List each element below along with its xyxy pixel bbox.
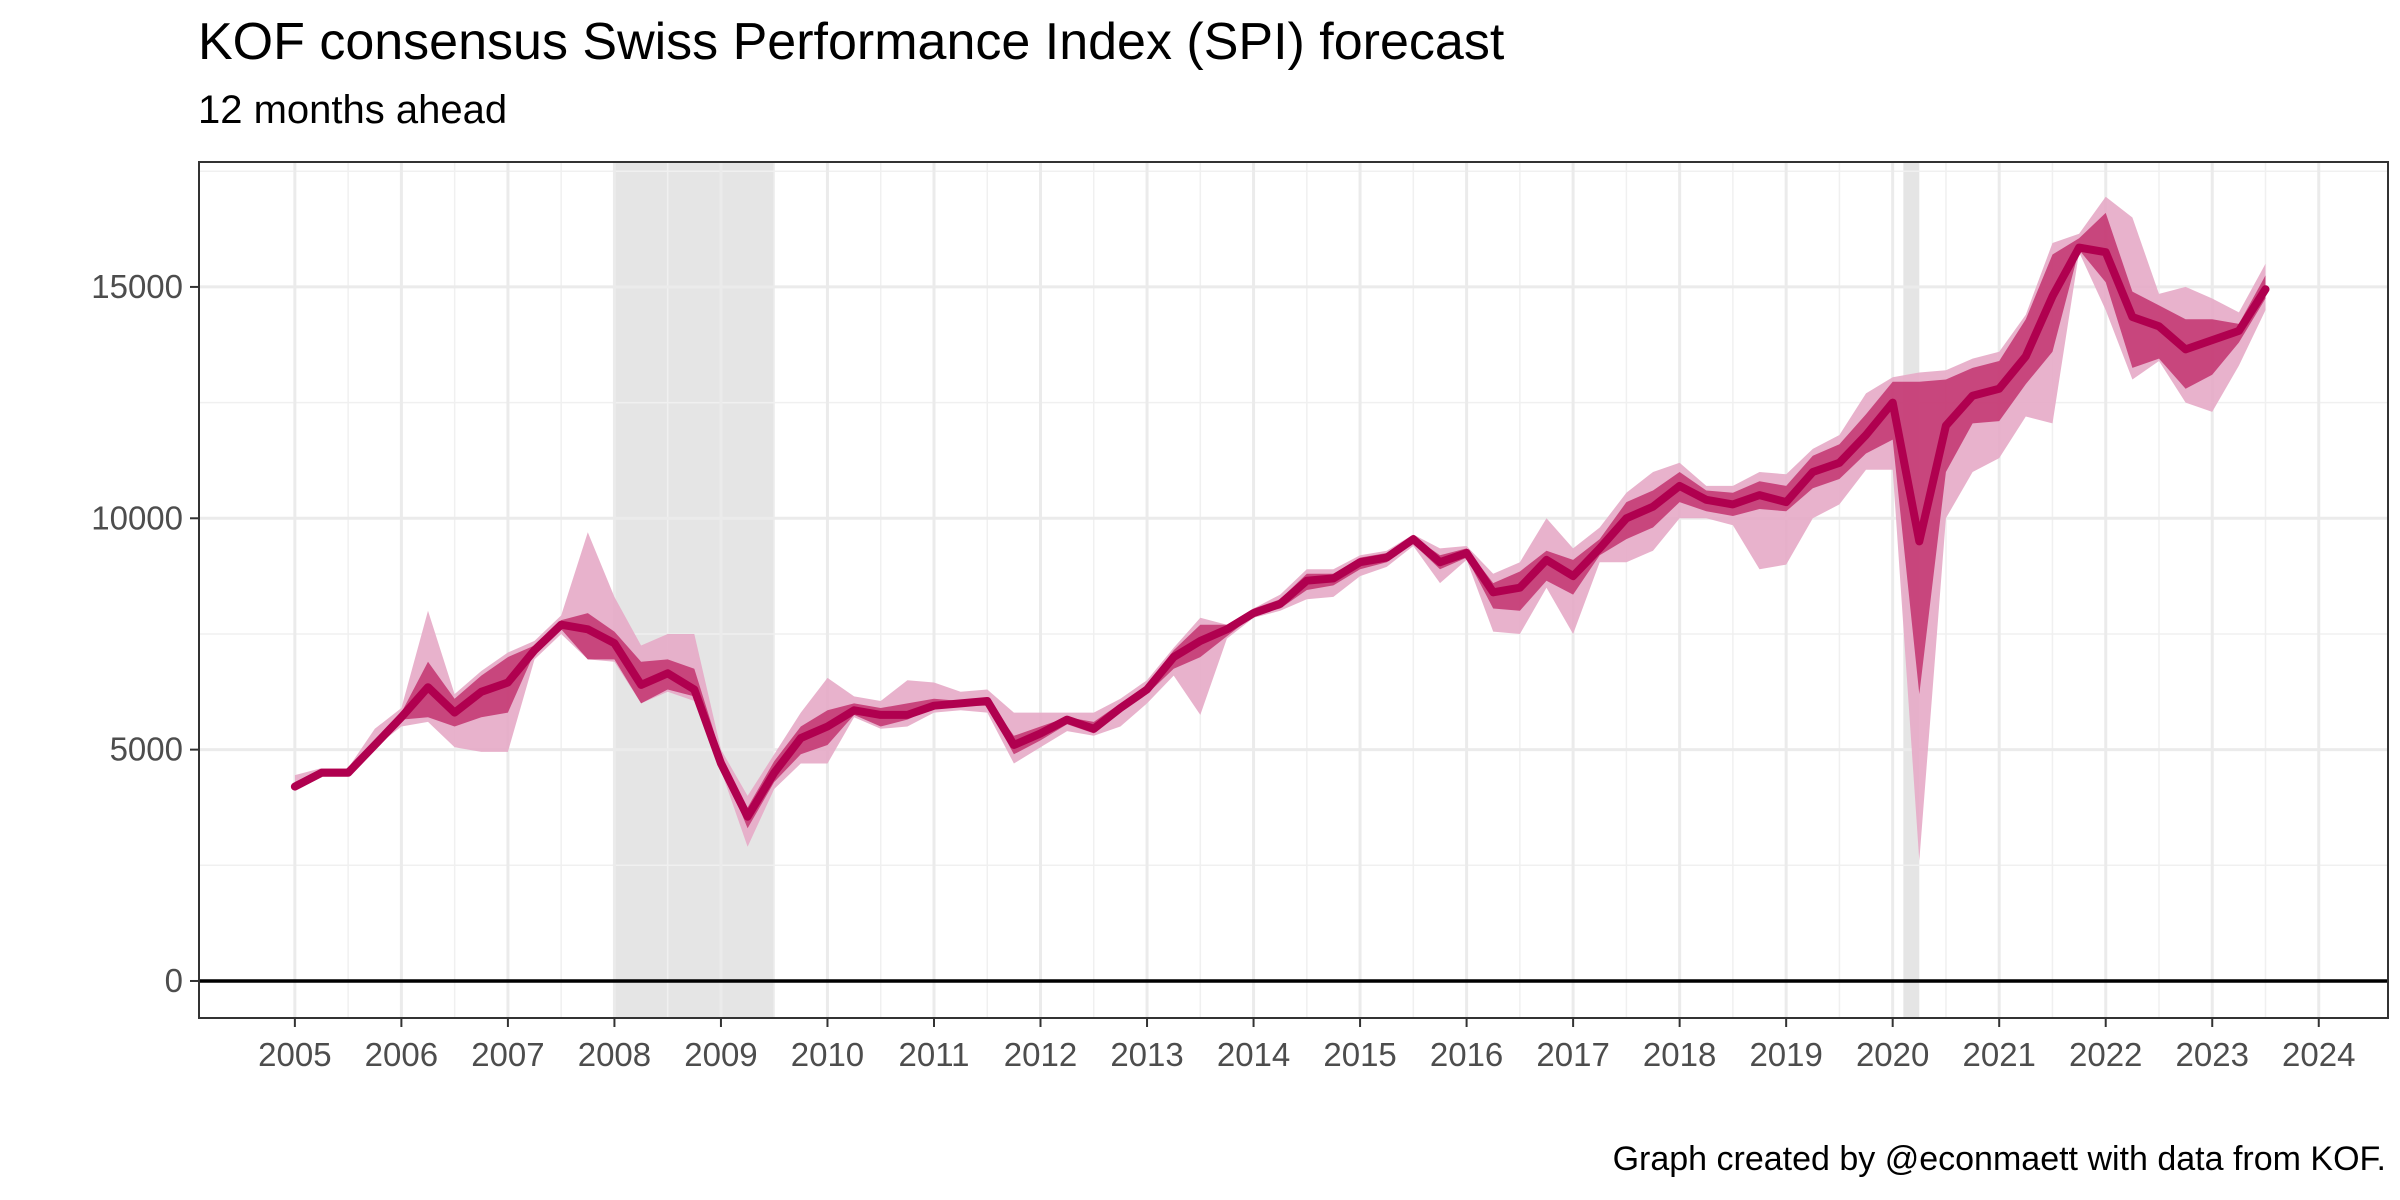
x-tick-label: 2020 (1856, 1036, 1929, 1073)
inner-band (294, 212, 2266, 829)
x-tick-label: 2018 (1643, 1036, 1716, 1073)
median-line-group (290, 243, 2270, 821)
chart-title: KOF consensus Swiss Performance Index (S… (198, 13, 1505, 71)
major-gridlines (199, 162, 2388, 1018)
x-tick-label: 2016 (1430, 1036, 1503, 1073)
chart-subtitle: 12 months ahead (198, 88, 508, 132)
x-tick-label: 2009 (684, 1036, 757, 1073)
y-tick-label: 0 (165, 962, 183, 999)
x-tick-label: 2011 (899, 1036, 970, 1073)
y-tick-label: 5000 (110, 731, 183, 768)
x-tick-label: 2012 (1004, 1036, 1077, 1073)
x-tick-label: 2022 (2069, 1036, 2142, 1073)
y-tick-label: 10000 (91, 499, 183, 536)
y-tick-label: 15000 (91, 268, 183, 305)
inner-band-group (294, 212, 2266, 829)
chart-caption: Graph created by @econmaett with data fr… (1612, 1140, 2386, 1178)
x-axis: 2005 2006 2007 2008 2009 2010 2011 2012 2013 2014… (258, 1018, 2355, 1073)
x-tick-label: 2005 (258, 1036, 331, 1073)
y-axis: 0 5000 10000 15000 (91, 268, 199, 999)
recession-shading (614, 162, 1920, 1018)
outer-band (294, 196, 2266, 861)
x-tick-label: 2007 (471, 1036, 544, 1073)
x-tick-label: 2013 (1110, 1036, 1183, 1073)
x-tick-label: 2021 (1962, 1036, 2035, 1073)
x-tick-label: 2023 (2176, 1036, 2249, 1073)
outer-band-group (294, 196, 2266, 861)
x-tick-label: 2017 (1536, 1036, 1609, 1073)
minor-gridlines (199, 162, 2388, 1018)
recession-band (614, 162, 775, 1018)
x-tick-label: 2024 (2282, 1036, 2355, 1073)
plot-panel-border (198, 161, 2389, 1019)
x-tick-label: 2008 (578, 1036, 651, 1073)
x-tick-label: 2010 (791, 1036, 864, 1073)
median-line (290, 243, 2270, 821)
x-tick-label: 2019 (1749, 1036, 1822, 1073)
x-tick-label: 2014 (1217, 1036, 1290, 1073)
x-tick-label: 2015 (1323, 1036, 1396, 1073)
x-tick-label: 2006 (365, 1036, 438, 1073)
